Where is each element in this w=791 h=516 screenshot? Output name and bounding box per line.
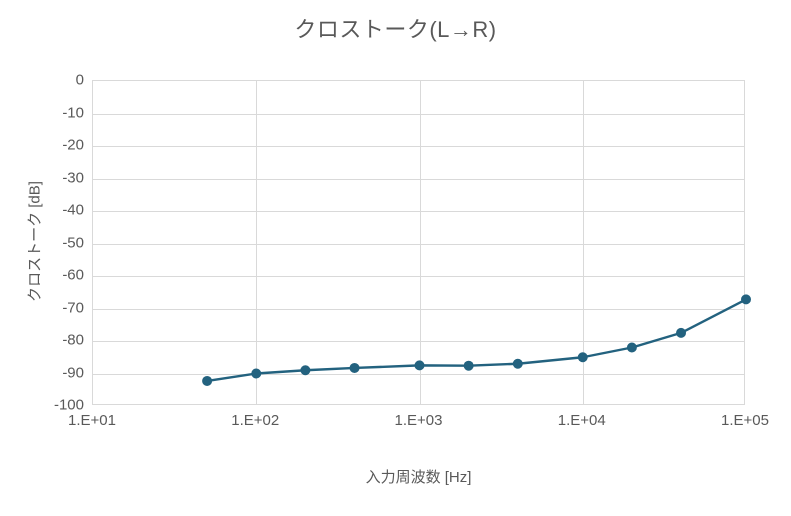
chart-title: クロストーク(L→R) [294,17,497,42]
gridline-y [93,243,744,245]
data-point-marker [414,360,425,371]
data-point-marker [349,362,360,373]
data-point-marker [577,352,588,363]
gridline-y [93,276,744,277]
plot-area [92,80,751,405]
data-point-marker [463,360,474,371]
gridline-y [93,178,744,180]
y-tick-label: -50 [62,234,84,251]
y-tick-label: 0 [75,71,84,89]
data-point-marker [626,342,637,353]
x-tick-label: 1.E+04 [557,412,606,429]
data-point-marker [741,294,751,305]
x-tick-label: 1.E+02 [231,412,280,429]
x-axis-tick-labels: 1.E+01 1.E+02 1.E+03 1.E+04 1.E+05 [68,412,769,436]
gridline-y [93,308,744,310]
y-tick-label: -80 [62,331,84,349]
y-tick-label: -30 [62,169,84,186]
data-point-marker [512,358,523,369]
x-axis-title: 入力周波数 [Hz] [365,469,472,486]
data-point-marker [251,368,262,379]
gridline-y [93,113,744,115]
y-tick-label: -40 [62,201,84,219]
x-tick-label: 1.E+01 [68,412,116,429]
gridline-y [93,373,744,375]
data-series-line [202,294,751,386]
y-tick-label: -60 [62,266,84,284]
y-tick-label: -90 [62,364,84,381]
data-point-marker [300,365,311,376]
data-point-marker [202,375,213,386]
gridline-y [93,146,744,147]
y-tick-label: -20 [62,136,84,154]
data-point-marker [676,327,687,338]
gridline-x [582,81,584,404]
x-tick-label: 1.E+05 [721,412,769,429]
gridline-x [256,81,258,404]
y-tick-label: -100 [53,396,84,414]
x-tick-label: 1.E+03 [394,412,443,429]
gridline-y [93,341,744,342]
y-tick-label: -70 [62,299,84,316]
series-line [205,298,748,383]
y-axis-tick-labels: 0 -10 -20 -30 -40 -50 -60 -70 -80 -90 -100 [0,72,84,414]
gridline-x [419,81,421,404]
y-tick-label: -10 [62,104,84,121]
gridline-y [93,211,744,212]
